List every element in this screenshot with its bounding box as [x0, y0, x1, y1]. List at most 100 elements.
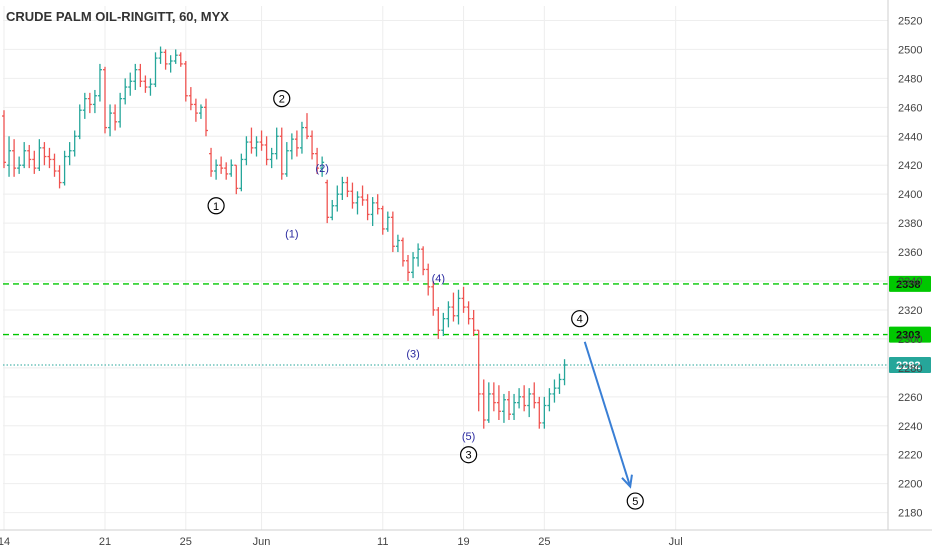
wave-label: (4): [432, 273, 445, 285]
candle: [204, 98, 208, 137]
y-tick-label: 2240: [898, 421, 922, 433]
candle: [289, 133, 294, 160]
price-tag: [889, 326, 931, 343]
wave-label: (2): [315, 163, 328, 175]
wave-label-text: (2): [315, 163, 328, 175]
wave-label-text: 3: [466, 450, 472, 462]
candle: [158, 46, 163, 64]
candle: [239, 153, 244, 192]
candle: [325, 179, 330, 224]
candle: [542, 396, 547, 429]
candle: [355, 191, 360, 215]
wave-label-text: (4): [432, 273, 445, 285]
candle: [72, 130, 77, 157]
candle: [284, 142, 289, 177]
candle: [345, 176, 350, 198]
candle: [7, 136, 12, 177]
candle: [133, 63, 138, 90]
price-tag-text: 2282: [896, 360, 920, 372]
candle: [421, 246, 426, 276]
wave-label-text: 4: [577, 314, 583, 326]
candle: [219, 156, 224, 174]
candle: [183, 61, 188, 102]
candle: [103, 66, 107, 134]
candle: [32, 150, 37, 174]
y-tick-label: 2460: [898, 102, 922, 114]
candle: [330, 199, 335, 221]
x-tick-label: 25: [538, 536, 550, 548]
wave-label-text: (3): [406, 348, 419, 360]
candle: [406, 254, 410, 282]
wave-label-text: (1): [285, 228, 298, 240]
candle: [173, 49, 178, 64]
candle: [426, 263, 431, 296]
candle: [57, 165, 62, 189]
candle: [62, 150, 67, 186]
y-tick-label: 2220: [898, 450, 922, 462]
candle: [249, 127, 254, 154]
wave-label: 3: [460, 446, 478, 464]
candle: [360, 185, 365, 206]
candle: [557, 373, 562, 394]
candle: [22, 142, 27, 169]
candle: [163, 49, 168, 70]
wave-label: 2: [273, 90, 291, 108]
candle: [486, 382, 491, 423]
y-tick-label: 2340: [898, 276, 922, 288]
candle: [370, 197, 375, 227]
candle: [315, 147, 320, 174]
candle: [320, 156, 325, 177]
y-tick-label: 2180: [898, 508, 922, 520]
candle: [562, 359, 567, 386]
x-tick-label: 11: [377, 536, 388, 548]
y-tick-label: 2360: [898, 247, 922, 259]
wave-label: 1: [207, 197, 225, 215]
candle: [547, 388, 552, 412]
wave-circle: [273, 90, 291, 108]
wave-label-text: (5): [462, 431, 475, 443]
wave-label: 4: [571, 310, 589, 328]
wave-labels: 1 2 (1) (2) (3) (4) (5) 3 4 5: [207, 90, 644, 510]
y-tick-label: 2440: [898, 131, 922, 143]
candle: [37, 139, 42, 172]
candle: [299, 121, 304, 154]
y-tick-label: 2380: [898, 218, 922, 230]
y-tick-label: 2520: [898, 15, 922, 27]
candle: [294, 130, 299, 157]
candle: [47, 147, 52, 169]
candle: [476, 329, 481, 412]
x-tick-label: 19: [457, 536, 469, 548]
y-tick-label: 2480: [898, 73, 922, 85]
x-tick-label: 25: [180, 536, 192, 548]
candle: [496, 385, 501, 420]
grid: [3, 6, 888, 530]
candle: [390, 211, 395, 253]
candle: [279, 127, 284, 180]
candle: [436, 307, 441, 339]
candle: [224, 162, 229, 180]
x-tick-label: 21: [99, 536, 111, 548]
arrow-head: [621, 474, 633, 489]
candle: [254, 136, 259, 157]
candle: [87, 92, 92, 114]
candle: [264, 136, 269, 166]
wave-label: (1): [285, 228, 298, 240]
candles: [2, 46, 567, 429]
candle: [441, 312, 446, 337]
price-tag: [889, 356, 931, 373]
candle: [340, 176, 345, 200]
candle: [148, 78, 153, 96]
candle: [395, 234, 400, 253]
candle: [481, 379, 486, 429]
candle: [471, 309, 476, 337]
projection-arrow: [583, 341, 633, 489]
candle: [466, 301, 471, 325]
candle: [350, 182, 355, 209]
candle: [188, 87, 193, 111]
candle: [416, 243, 421, 267]
candle: [411, 252, 416, 279]
candle: [168, 55, 173, 73]
candle: [512, 393, 517, 420]
candle: [456, 289, 461, 325]
